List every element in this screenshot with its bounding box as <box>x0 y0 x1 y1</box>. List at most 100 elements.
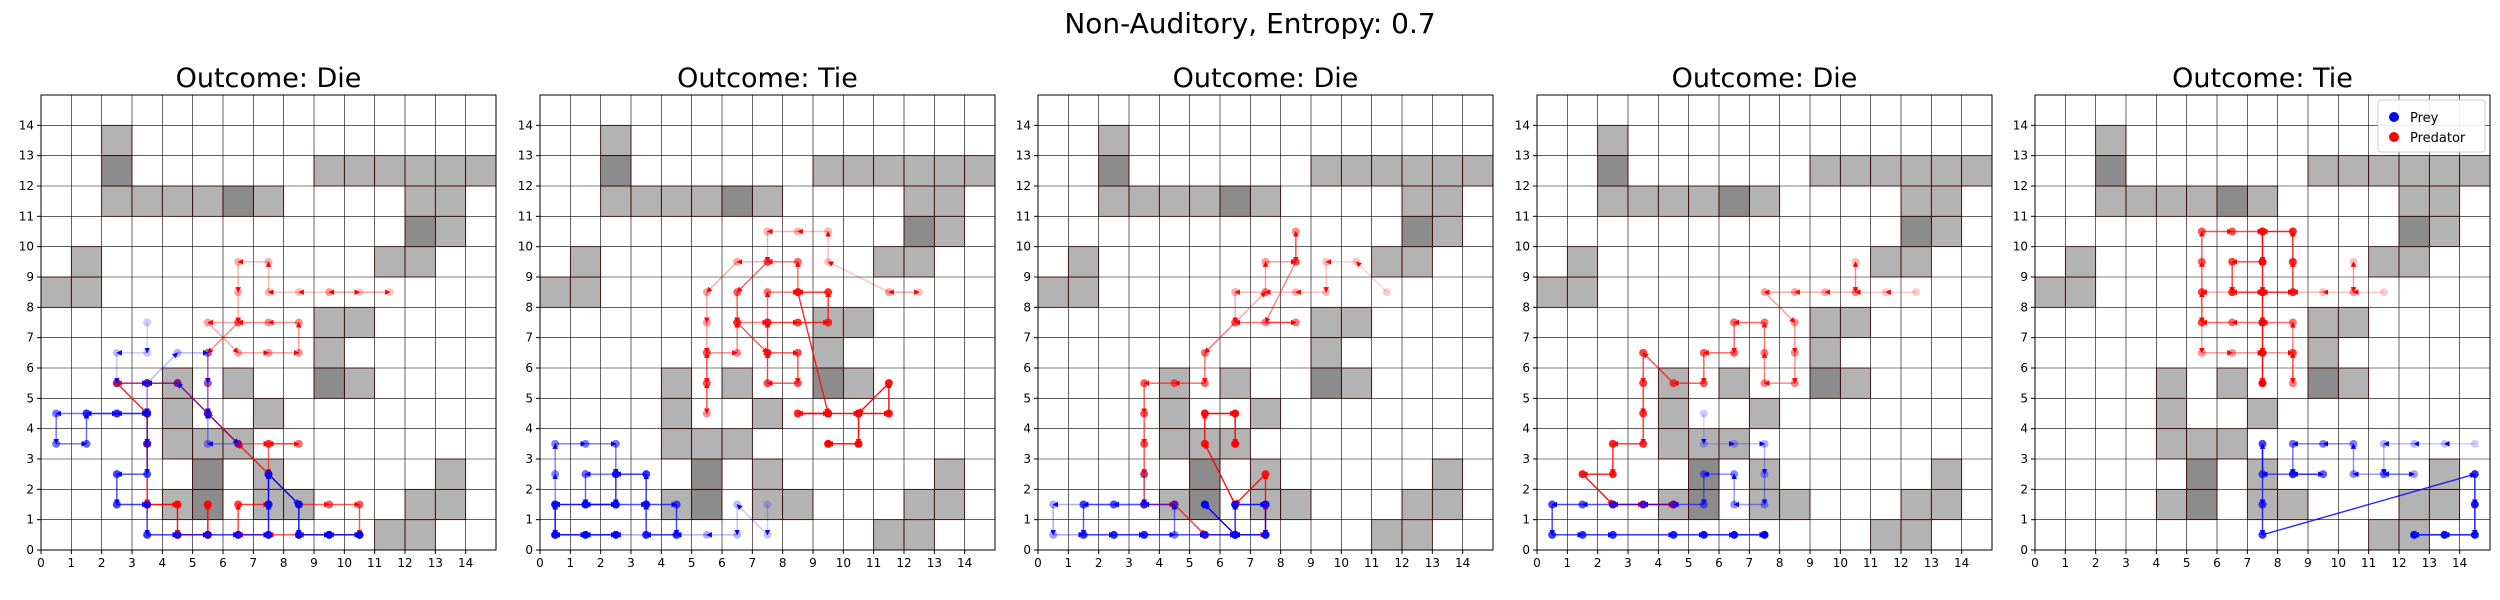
prey-point <box>1639 500 1648 509</box>
obstacle-cell <box>842 306 875 339</box>
y-tick-label: 11 <box>518 209 533 223</box>
y-tick-label: 4 <box>2020 422 2028 436</box>
x-tick-label: 12 <box>1394 556 1409 570</box>
y-tick-label: 12 <box>2013 179 2028 193</box>
prey-point <box>611 439 620 448</box>
obstacle-cell-dark <box>2398 215 2430 248</box>
prey-point <box>1730 439 1739 448</box>
y-tick-label: 0 <box>1522 543 1530 557</box>
prey-point <box>611 530 620 539</box>
predator-point <box>2258 379 2267 388</box>
obstacle-cell <box>1431 185 1464 217</box>
predator-step <box>736 322 768 354</box>
prey-point <box>551 530 560 539</box>
y-tick-label: 1 <box>1023 513 1031 527</box>
prey-point <box>1669 500 1678 509</box>
predator-step <box>1204 443 1236 505</box>
predator-point <box>2258 227 2267 236</box>
obstacle-cell <box>1189 185 1221 217</box>
prey-point <box>1109 530 1118 539</box>
obstacle-cell-dark <box>903 215 935 248</box>
predator-point <box>1261 288 1270 297</box>
x-tick-label: 10 <box>337 556 352 570</box>
obstacle-cell <box>404 185 436 217</box>
obstacle-cell <box>842 155 875 187</box>
y-tick-label: 3 <box>525 452 533 466</box>
x-tick-label: 8 <box>280 556 288 570</box>
y-tick-label: 10 <box>19 240 34 254</box>
obstacle-cell <box>751 458 784 490</box>
prey-point <box>2470 439 2479 448</box>
obstacle-cell <box>569 276 602 308</box>
x-tick-label: 14 <box>957 556 972 570</box>
predator-point <box>2258 288 2267 297</box>
prey-point <box>264 500 273 509</box>
prey-point <box>551 439 560 448</box>
obstacle-cell <box>721 367 753 399</box>
predator-point <box>2349 257 2358 266</box>
prey-point <box>203 379 212 388</box>
prey-point <box>1730 470 1739 479</box>
obstacle-cell-dark <box>1809 367 1841 399</box>
predator-point <box>1140 379 1149 388</box>
obstacle-cell <box>161 397 194 430</box>
predator-point <box>1699 348 1708 357</box>
obstacle-cell <box>1900 488 1932 521</box>
predator-step <box>1356 261 1388 293</box>
predator-point <box>2258 257 2267 266</box>
obstacle-cell <box>933 155 966 187</box>
obstacle-cell <box>2398 155 2430 187</box>
prey-point <box>203 409 212 418</box>
prey-step <box>736 504 768 536</box>
x-tick-label: 3 <box>2122 556 2130 570</box>
y-tick-label: 12 <box>518 179 533 193</box>
x-tick-label: 4 <box>1655 556 1663 570</box>
predator-point <box>702 379 711 388</box>
obstacle-cell <box>1431 488 1464 521</box>
obstacle-cell <box>434 155 467 187</box>
x-tick-label: 3 <box>627 556 635 570</box>
predator-point <box>1760 288 1769 297</box>
obstacle-cell <box>2398 185 2430 217</box>
predator-point <box>1699 379 1708 388</box>
prey-point <box>1261 500 1270 509</box>
prey-point <box>1200 530 1209 539</box>
y-tick-label: 11 <box>1515 209 1530 223</box>
prey-point <box>2349 439 2358 448</box>
predator-point <box>1231 318 1240 327</box>
obstacle-cell <box>2337 155 2370 187</box>
obstacle-cell <box>2307 337 2339 369</box>
y-tick-label: 14 <box>19 118 34 132</box>
obstacle-cell <box>2155 428 2188 460</box>
obstacle-cell <box>2337 306 2370 339</box>
obstacle-cell <box>1401 246 1433 278</box>
obstacle-cell <box>1839 306 1872 339</box>
y-tick-label: 7 <box>1023 331 1031 345</box>
x-tick-label: 14 <box>458 556 473 570</box>
prey-point <box>2379 470 2388 479</box>
prey-point <box>581 500 590 509</box>
predator-point <box>2228 257 2237 266</box>
y-tick-label: 12 <box>1016 179 1031 193</box>
predator-step <box>207 322 239 354</box>
prey-point <box>1760 439 1769 448</box>
x-tick-label: 4 <box>159 556 167 570</box>
obstacle-cell <box>933 185 966 217</box>
obstacle-cell <box>812 337 844 369</box>
x-tick-label: 14 <box>1954 556 1969 570</box>
predator-point <box>234 348 243 357</box>
x-tick-label: 2 <box>2092 556 2100 570</box>
predator-point <box>1851 288 1860 297</box>
obstacle-cell <box>2246 185 2279 217</box>
obstacle-cell <box>1900 185 1932 217</box>
predator-point <box>203 318 212 327</box>
predator-point <box>2288 288 2297 297</box>
predator-point <box>2349 288 2358 297</box>
prey-point <box>2470 470 2479 479</box>
y-tick-label: 14 <box>1515 118 1530 132</box>
y-tick-label: 9 <box>2020 270 2028 284</box>
obstacle-cell <box>1431 215 1464 248</box>
predator-step <box>207 322 239 354</box>
y-tick-label: 13 <box>518 149 533 163</box>
obstacle-cell <box>1340 306 1373 339</box>
